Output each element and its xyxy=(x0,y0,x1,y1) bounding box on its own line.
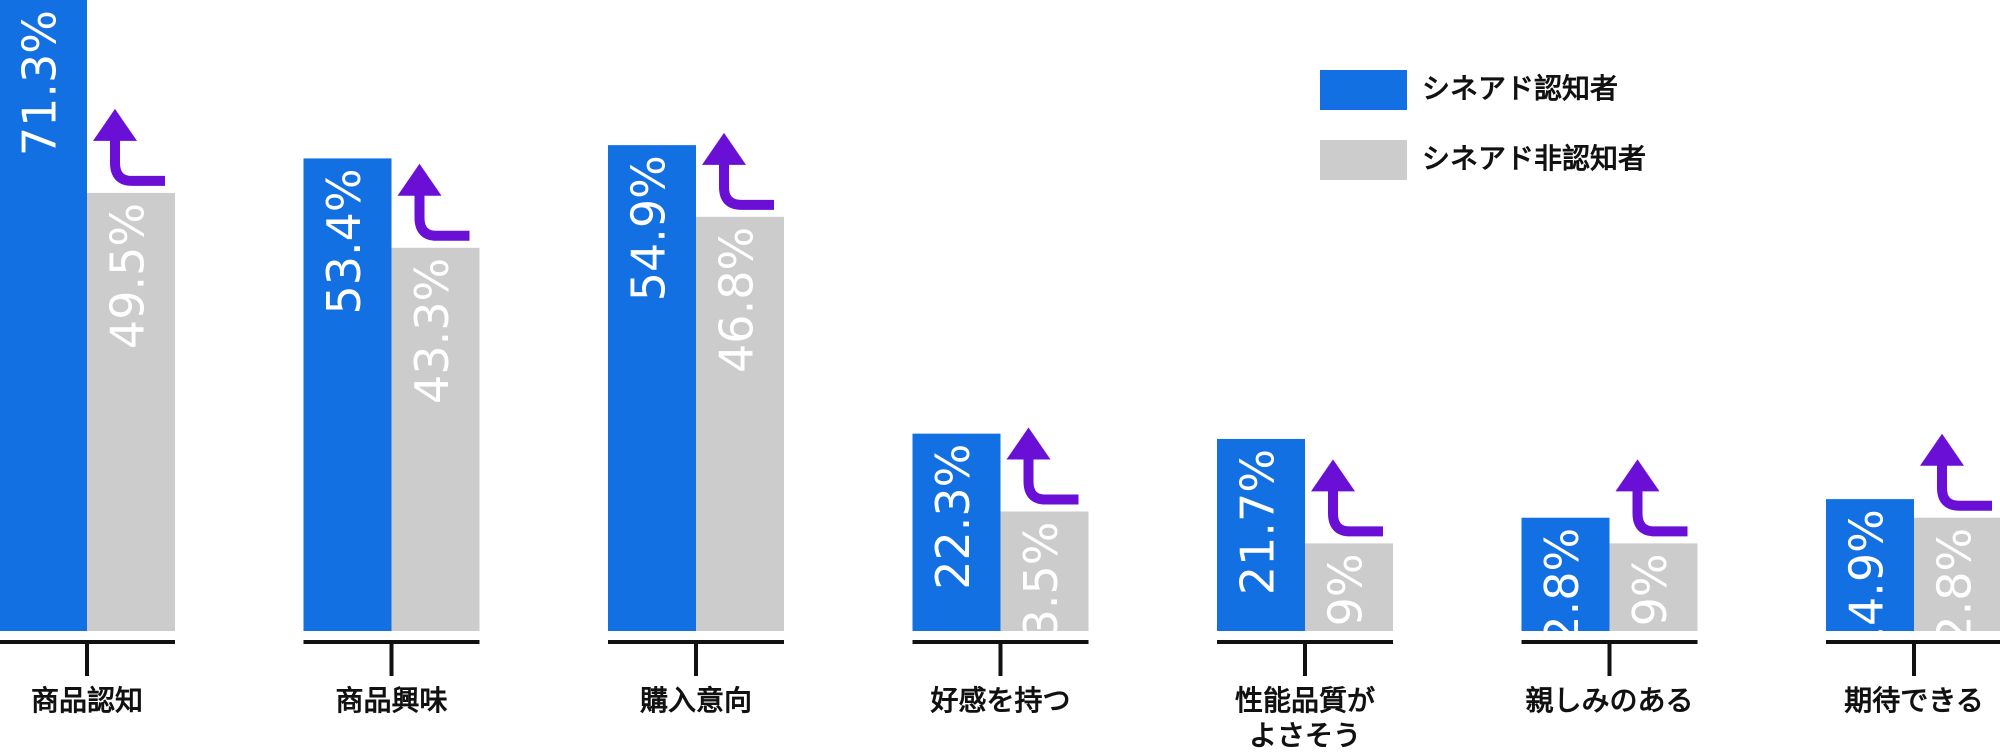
value-label: 46.8% xyxy=(710,227,764,373)
bar xyxy=(608,145,696,631)
arrow xyxy=(414,192,470,241)
arrow xyxy=(719,161,774,210)
bar xyxy=(912,433,1001,631)
legend-label: シネアド認知者 xyxy=(1422,72,1618,105)
arrow-head xyxy=(1311,459,1355,492)
x-tick-label: 購入意向 xyxy=(640,684,752,717)
value-label: 22.3% xyxy=(926,444,980,590)
x-tick-label-line: 性能品質が xyxy=(1235,684,1375,717)
bar xyxy=(1000,511,1089,631)
value-label: 14.9% xyxy=(1840,509,1894,655)
bar xyxy=(391,247,480,631)
arrow xyxy=(1328,488,1383,537)
value-label: 49.5% xyxy=(101,203,155,349)
arrow-head xyxy=(1615,459,1660,492)
x-tick-label: 好感を持つ xyxy=(929,684,1070,717)
arrow-head xyxy=(1920,433,1964,466)
value-label: 12.8% xyxy=(1928,528,1982,674)
value-label: 21.7% xyxy=(1231,449,1285,595)
x-tick-label: 親しみのある xyxy=(1525,684,1693,717)
value-label: 9.9% xyxy=(1623,553,1677,670)
x-tick-label: 商品興味 xyxy=(335,684,447,717)
arrow-head xyxy=(93,108,137,141)
value-label: 71.3% xyxy=(13,10,67,156)
arrow xyxy=(1632,488,1688,537)
value-label: 53.4% xyxy=(317,168,371,314)
x-tick-label: 期待できる xyxy=(1844,684,1983,717)
value-label: 43.3% xyxy=(405,258,459,404)
arrow-head xyxy=(397,163,442,196)
arrow xyxy=(1937,462,1992,511)
value-label: 9.9% xyxy=(1319,553,1373,670)
bar xyxy=(1305,543,1393,631)
bar xyxy=(1609,543,1698,631)
arrow-head xyxy=(702,132,746,165)
bar xyxy=(0,0,87,631)
value-label: 54.9% xyxy=(622,155,676,301)
legend-swatch xyxy=(1320,140,1407,180)
arrow xyxy=(1023,456,1079,505)
bar xyxy=(1217,438,1305,631)
value-label: 12.8% xyxy=(1535,528,1589,674)
arrow xyxy=(110,137,165,186)
legend-swatch xyxy=(1320,70,1407,110)
bar xyxy=(303,158,392,631)
bar xyxy=(1914,517,2000,631)
x-tick-label: 商品認知 xyxy=(31,684,143,717)
bar xyxy=(1521,517,1610,631)
bar xyxy=(1826,499,1914,631)
arrow-head xyxy=(1006,427,1051,460)
x-tick-label: 性能品質がよさそう xyxy=(1235,684,1375,752)
bar xyxy=(696,216,784,631)
bar xyxy=(87,192,175,631)
value-label: 13.5% xyxy=(1014,522,1068,668)
legend-label: シネアド非認知者 xyxy=(1422,142,1646,175)
x-tick-label-line: よさそう xyxy=(1249,719,1361,752)
